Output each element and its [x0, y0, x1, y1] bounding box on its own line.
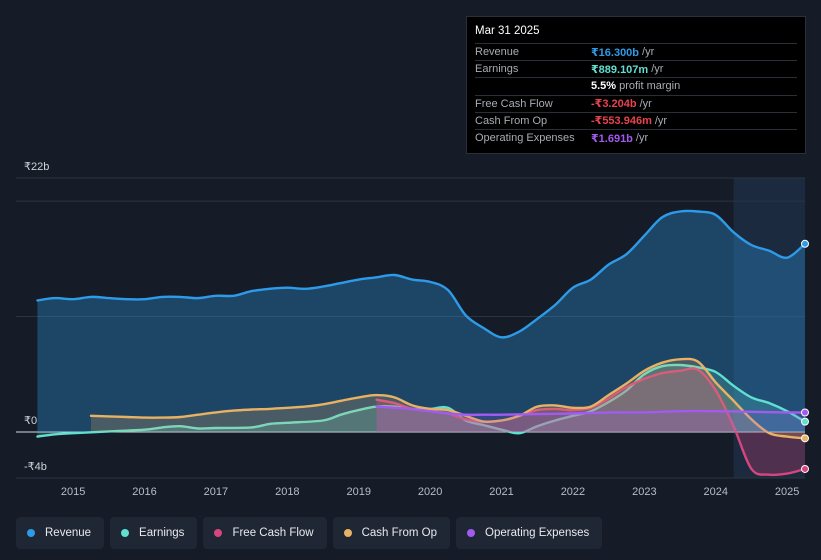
financial-chart: ₹22b₹0-₹4b 2015 2016 2017 2018 2019 2020 2021 2… [16, 161, 809, 498]
x-tick-label: 2016 [132, 486, 156, 498]
tooltip-row-unit: /yr [654, 114, 668, 127]
y-tick-label: ₹22b [24, 161, 49, 173]
end-markers [801, 239, 809, 473]
legend-item-cash-from-op[interactable]: Cash From Op [332, 517, 451, 549]
x-tick-label: 2024 [704, 486, 728, 498]
tooltip-row-label: Earnings [475, 63, 519, 76]
chart-legend: Revenue Earnings Free Cash Flow Cash From O… [16, 517, 603, 549]
earnings-end-point [801, 417, 809, 426]
x-axis: 2015 2016 2017 2018 2019 2020 2021 2022 2023 2024… [61, 486, 800, 498]
tooltip-row-value: -₹3.204b [591, 98, 637, 111]
tooltip-date: Mar 31 2025 [475, 25, 540, 37]
legend-dot-icon [343, 529, 352, 537]
tooltip-row-unit: /yr [635, 132, 649, 145]
revenue-area [37, 210, 805, 432]
x-tick-label: 2017 [204, 486, 228, 498]
tooltip-row-label: Cash From Op [475, 114, 548, 127]
legend-label: Earnings [139, 527, 185, 539]
tooltip-row-value: -₹553.946m [591, 115, 652, 128]
gridlines [16, 177, 805, 479]
x-tick-label: 2022 [561, 486, 585, 498]
tooltip-row-unit: /yr [639, 97, 652, 110]
free-cash-flow-end-point [801, 464, 809, 473]
revenue-line [36, 209, 807, 339]
tooltip-row-unit: /yr [642, 46, 655, 59]
operating-expenses-line [375, 405, 807, 416]
tooltip-row-label: Free Cash Flow [475, 97, 553, 110]
tooltip-panel: Mar 31 2025 Revenue ₹16.300b/yr Earnings ₹8… [466, 16, 806, 154]
legend-label: Free Cash Flow [232, 527, 314, 539]
x-tick-label: 2019 [346, 486, 370, 498]
x-tick-label: 2025 [775, 486, 799, 498]
earnings-area [37, 364, 805, 437]
tooltip-row-value: ₹1.691b [591, 132, 633, 145]
tooltip-row: 5.5% profit margin [475, 77, 797, 94]
x-tick-label: 2023 [632, 486, 656, 498]
tooltip-row-unit: profit margin [619, 80, 681, 93]
legend-label: Cash From Op [361, 527, 438, 539]
cash-from-op-area [91, 358, 805, 439]
legend-item-free-cash-flow[interactable]: Free Cash Flow [203, 517, 327, 549]
legend-label: Revenue [45, 527, 92, 539]
x-tick-label: 2015 [61, 486, 85, 498]
cash-from-op-end-point [801, 434, 809, 443]
y-tick-label: -₹4b [24, 461, 47, 473]
tooltip-rows: Revenue ₹16.300b/yr Earnings ₹889.107m/yr 5.… [475, 43, 797, 146]
tooltip-row-value: ₹889.107m [591, 63, 649, 76]
legend-item-earnings[interactable]: Earnings [110, 517, 198, 549]
operating-expenses-area [376, 406, 805, 432]
tooltip-row-value: 5.5% [591, 80, 617, 93]
y-axis: ₹22b ₹0 -₹4b [24, 161, 49, 473]
legend-dot-icon [27, 529, 35, 537]
tooltip-row-label: Revenue [475, 46, 520, 59]
revenue-end-point [801, 239, 809, 248]
tooltip-row: Free Cash Flow -₹3.204b/yr [475, 94, 797, 112]
series-layer [36, 209, 807, 477]
legend-dot-icon [467, 529, 476, 537]
tooltip-row-value: ₹16.300b [591, 46, 640, 59]
tooltip-row-label: Operating Expenses [475, 132, 575, 145]
operating-expenses-end-point [801, 408, 809, 417]
cash-from-op-line [89, 357, 807, 440]
forecast-highlight-band [733, 178, 805, 478]
legend-label: Operating Expenses [485, 527, 590, 539]
x-tick-label: 2021 [489, 486, 513, 498]
x-tick-label: 2020 [418, 486, 442, 498]
y-tick-label: ₹0 [24, 415, 37, 427]
tooltip-row: Revenue ₹16.300b/yr [475, 43, 797, 60]
legend-dot-icon [121, 529, 130, 537]
legend-item-operating-expenses[interactable]: Operating Expenses [456, 517, 603, 549]
tooltip-row: Cash From Op -₹553.946m/yr [475, 111, 797, 129]
legend-item-revenue[interactable]: Revenue [16, 517, 105, 549]
free-cash-flow-area [376, 368, 805, 475]
legend-dot-icon [214, 529, 223, 537]
tooltip-row-unit: /yr [651, 63, 664, 76]
tooltip-row: Operating Expenses ₹1.691b/yr [475, 128, 797, 146]
x-tick-label: 2018 [275, 486, 299, 498]
tooltip-row: Earnings ₹889.107m/yr [475, 60, 797, 77]
